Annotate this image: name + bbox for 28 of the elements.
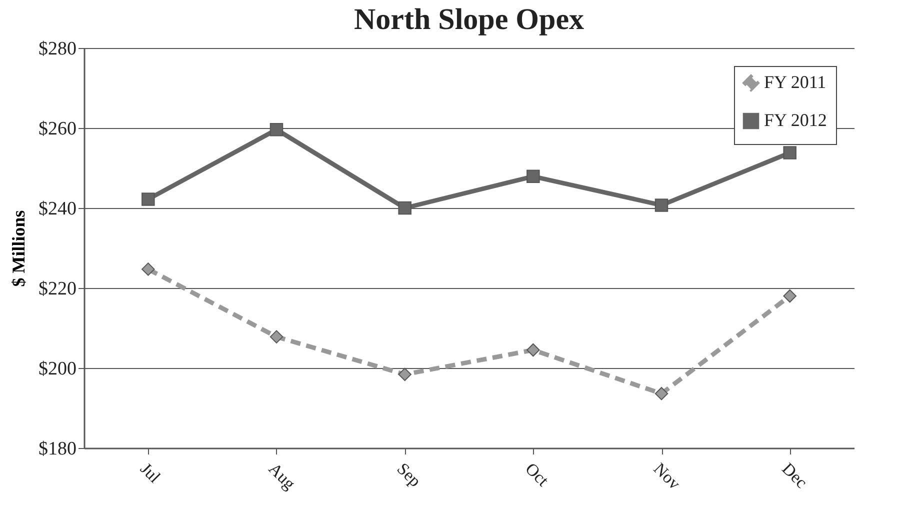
point	[270, 330, 284, 344]
x-tick-label: Nov	[650, 459, 684, 494]
x-tick-label: Sep	[393, 459, 425, 491]
y-tick-label: $240	[38, 198, 76, 220]
point	[654, 386, 668, 400]
y-tick-label: $220	[38, 278, 76, 300]
legend-label: FY 2012	[764, 110, 827, 130]
point	[783, 146, 796, 160]
point	[398, 201, 412, 215]
point	[526, 343, 540, 357]
point	[526, 170, 540, 184]
point	[142, 192, 155, 206]
point	[654, 198, 668, 212]
y-axis-title: $ Millions	[8, 210, 28, 287]
y-tick-label: $280	[38, 38, 76, 60]
point	[783, 289, 796, 303]
y-tick-label: $200	[38, 358, 76, 380]
point	[398, 368, 412, 382]
chart-title: North Slope Opex	[354, 3, 584, 36]
point	[270, 122, 284, 136]
x-tick-label: Oct	[522, 459, 553, 490]
x-tick-label: Dec	[778, 459, 812, 492]
x-tick-label: Jul	[136, 459, 164, 487]
legend-label: FY 2011	[764, 72, 826, 92]
point	[142, 262, 155, 276]
y-tick-label: $260	[38, 118, 76, 140]
y-tick-label: $180	[38, 438, 76, 460]
x-tick-label: Aug	[264, 459, 300, 494]
